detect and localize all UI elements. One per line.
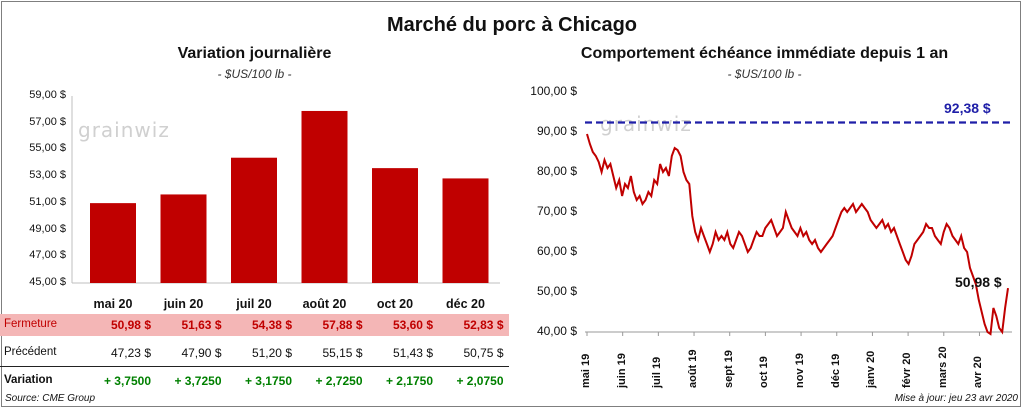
left-y-tick: 51,00 $ — [29, 195, 66, 208]
right-y-tick: 70,00 $ — [536, 204, 577, 218]
left-y-tick: 59,00 $ — [29, 89, 66, 101]
left-y-tick: 55,00 $ — [29, 142, 66, 155]
month-label: sept 19 — [722, 350, 735, 388]
month-label: janv 20 — [865, 350, 878, 388]
variation-cell: + 3,7250 — [174, 374, 222, 388]
month-label: juin 19 — [615, 353, 628, 388]
precedent-cell: 51,43 $ — [392, 346, 433, 360]
precedent-cell: 50,75 $ — [463, 346, 504, 360]
source-note: Source: CME Group — [5, 393, 96, 404]
last-value-label: 50,98 $ — [955, 274, 1002, 291]
left-y-tick: 53,00 $ — [29, 169, 66, 182]
variation-cell: + 2,0750 — [456, 374, 504, 388]
right-y-tick: 80,00 $ — [536, 164, 577, 178]
precedent-cell: 55,15 $ — [322, 346, 363, 360]
right-y-tick: 90,00 $ — [536, 124, 577, 138]
variation-label: Variation — [4, 374, 53, 386]
right-chart-unit: - $US/100 lb - — [727, 67, 802, 81]
fermeture-cell: 54,38 $ — [251, 318, 292, 332]
fermeture-cell: 50,98 $ — [110, 318, 151, 332]
left-y-tick: 57,00 $ — [29, 115, 66, 128]
left-y-tick: 45,00 $ — [29, 276, 66, 288]
grainwiz-logo-right: grainwiz — [600, 112, 692, 136]
month-label: oct 19 — [758, 356, 771, 388]
fermeture-row: Fermeture — [0, 314, 509, 336]
variation-cell: + 3,7500 — [103, 374, 151, 388]
category-label: mai 20 — [93, 297, 133, 311]
table-divider — [0, 366, 509, 367]
left-chart-unit: - $US/100 lb - — [217, 67, 292, 81]
month-label: mars 20 — [936, 346, 949, 388]
bar-mai-20 — [90, 203, 136, 283]
bar-août-20 — [301, 110, 348, 284]
precedent-label: Précédent — [4, 346, 57, 358]
variation-cell: + 2,7250 — [315, 374, 363, 388]
month-label: déc 19 — [829, 353, 842, 388]
right-y-tick: 60,00 $ — [536, 244, 577, 258]
right-chart-title: Comportement échéance immédiate depuis 1… — [580, 45, 949, 62]
category-label: oct 20 — [376, 297, 414, 311]
month-label: août 19 — [687, 349, 700, 388]
fermeture-cell: 51,63 $ — [181, 318, 222, 332]
category-label: août 20 — [302, 297, 347, 311]
update-note: Mise à jour: jeu 23 avr 2020 — [894, 393, 1018, 404]
right-y-tick: 40,00 $ — [536, 324, 577, 338]
left-chart-title: Variation journalière — [177, 45, 332, 62]
bar-oct-20 — [372, 168, 418, 283]
fermeture-cell: 57,88 $ — [322, 318, 363, 332]
category-label: juin 20 — [163, 297, 204, 311]
month-label: avr 20 — [972, 356, 985, 388]
precedent-cell: 47,90 $ — [181, 346, 222, 360]
month-label: févr 20 — [901, 352, 914, 388]
category-label: juil 20 — [236, 297, 272, 311]
month-label: mai 19 — [580, 353, 592, 388]
grainwiz-logo-left: grainwiz — [78, 118, 170, 142]
month-label: nov 19 — [794, 353, 807, 388]
variation-cell: + 3,1750 — [244, 374, 292, 388]
right-y-tick: 50,00 $ — [536, 284, 577, 298]
category-label: déc 20 — [446, 297, 485, 311]
price-line — [586, 133, 1009, 336]
variation-row: Variation — [0, 370, 509, 392]
fermeture-cell: 53,60 $ — [392, 318, 433, 332]
left-y-tick: 47,00 $ — [29, 249, 66, 262]
right-y-tick: 100,00 $ — [530, 84, 577, 98]
precedent-cell: 47,23 $ — [110, 346, 151, 360]
fermeture-label: Fermeture — [4, 318, 58, 330]
left-bar-chart — [71, 96, 500, 284]
page-title: Marché du porc à Chicago — [386, 14, 638, 36]
left-y-tick: 49,00 $ — [29, 222, 66, 235]
bar-déc-20 — [442, 178, 489, 283]
precedent-cell: 51,20 $ — [251, 346, 292, 360]
variation-cell: + 2,1750 — [385, 374, 433, 388]
month-label: juil 19 — [651, 356, 664, 388]
bar-juil-20 — [231, 157, 277, 283]
reference-value-label: 92,38 $ — [944, 100, 991, 117]
precedent-row: Précédent — [0, 342, 509, 364]
fermeture-cell: 52,83 $ — [463, 318, 504, 332]
bar-juin-20 — [160, 194, 207, 283]
